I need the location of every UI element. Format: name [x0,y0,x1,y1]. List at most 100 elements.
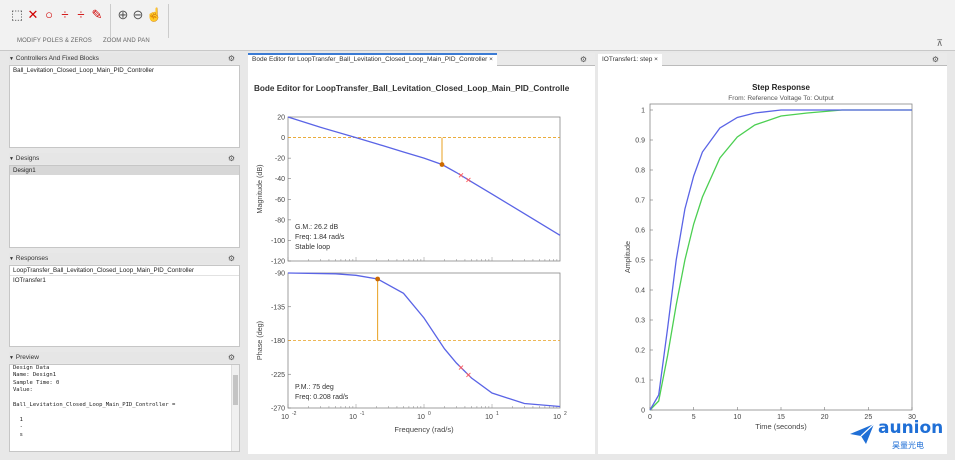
add-pole-icon[interactable]: ÷ [61,7,69,22]
designs-header[interactable]: ▼ Designs ⚙ [9,153,240,164]
bode-plot[interactable]: Bode Editor for LoopTransfer_Ball_Levita… [248,66,595,454]
x-tick-exponent: 1 [496,411,499,417]
list-item[interactable]: Ball_Levitation_Closed_Loop_Main_PID_Con… [13,67,155,74]
bode-axes-box [287,116,561,262]
gear-icon[interactable]: ⚙ [227,54,235,63]
collapse-arrow-icon[interactable]: ▼ [9,256,14,262]
designs-list: Design1 [9,165,240,248]
gear-icon[interactable]: ⚙ [227,154,235,163]
x-tick-label: 30 [908,414,916,421]
x-tick-label: 20 [821,414,829,421]
gear-icon[interactable]: ⚙ [579,55,587,64]
x-tick-label: 10 [553,414,561,421]
eraser-icon[interactable]: ✎ [91,7,103,22]
tab-step-response[interactable]: IOTransfer1: step × [598,54,662,66]
delete-x-icon[interactable]: ✕ [27,7,39,22]
y-tick-label: 0.3 [635,318,645,325]
y-tick-label: -60 [275,197,285,204]
designs-title: Designs [15,155,40,162]
pole-marker [466,177,471,183]
y-tick-label: -90 [275,271,285,278]
toolstrip: ⬚ ✕ ○ ÷ ÷ ✎ ⊕ ⊖ ☝ MODIFY POLES & ZEROS ZOOM AND … [0,0,955,51]
phase-margin-label: P.M.: 75 deg [295,384,334,391]
gain-margin-freq: Freq: 1.84 rad/s [295,234,345,241]
collapse-arrow-icon[interactable]: ▼ [9,355,14,361]
zoom-in-icon[interactable]: ⊕ [117,7,129,22]
list-item[interactable]: Design1 [10,166,239,175]
y-tick-label: 0.6 [635,228,645,235]
margin-marker [375,276,381,282]
y-tick-label: 0.7 [635,198,645,205]
group-label-modify: MODIFY POLES & ZEROS [17,38,92,44]
y-tick-label: -120 [271,259,285,266]
y-tick-label: -40 [275,176,285,183]
tab-bode-editor[interactable]: Bode Editor for LoopTransfer_Ball_Levita… [248,53,497,66]
y-tick-label: -20 [275,156,285,163]
y-tick-label: -225 [271,372,285,379]
stability-label: Stable loop [295,244,330,251]
responses-header[interactable]: ▼ Responses ⚙ [9,253,240,264]
step-plot[interactable]: Step Response From: Reference Voltage To:… [598,66,947,454]
y-tick-label: -180 [271,338,285,345]
add-complex-icon[interactable]: ÷ [77,7,85,22]
preview-scrollbar[interactable] [231,365,239,451]
group-label-zoom: ZOOM AND PAN [103,38,150,44]
step-series-line [649,109,912,411]
controllers-header[interactable]: ▼ Controllers And Fixed Blocks ⚙ [9,53,240,64]
pan-hand-icon[interactable]: ☝ [146,7,163,22]
y-tick-label: 0.2 [635,348,645,355]
controllers-list: Ball_Levitation_Closed_Loop_Main_PID_Con… [9,65,240,148]
step-axes-box [649,103,913,411]
preview-pane: Design Data Name: Design1 Sample Time: 0… [9,364,240,452]
y-tick-label: 1 [641,108,645,115]
select-arrow-icon[interactable]: ⬚ [10,7,24,22]
add-zero-icon[interactable]: ○ [45,7,53,22]
phase-curve [287,272,561,408]
step-title: Step Response [752,83,810,92]
x-tick-exponent: -1 [360,411,365,417]
collapse-toolstrip-icon[interactable]: ⊼ [936,38,943,48]
step-ylabel: Amplitude [623,241,632,273]
step-subtitle: From: Reference Voltage To: Output [728,95,834,102]
toolstrip-divider [168,4,169,38]
close-icon[interactable]: × [489,56,493,63]
preview-title: Preview [15,354,39,361]
collapse-arrow-icon[interactable]: ▼ [9,156,14,162]
y-tick-label: -80 [275,217,285,224]
list-item[interactable]: IOTransfer1 [13,277,46,284]
preview-header[interactable]: ▼ Preview ⚙ [9,352,240,363]
zoom-out-icon[interactable]: ⊖ [132,7,144,22]
step-tab-row: IOTransfer1: step × ⚙ [598,53,947,66]
responses-list: LoopTransfer_Ball_Levitation_Closed_Loop… [9,265,240,347]
pole-marker [466,372,471,378]
gear-icon[interactable]: ⚙ [227,353,235,362]
y-tick-label: 0.4 [635,288,645,295]
y-tick-label: -270 [271,406,285,413]
magnitude-curve [287,116,561,236]
preview-text: Design Data Name: Design1 Sample Time: 0… [13,365,176,438]
x-tick-label: 10 [733,414,741,421]
y-tick-label: 20 [277,115,285,122]
x-tick-label: 25 [864,414,872,421]
x-tick-exponent: -2 [292,411,297,417]
pole-marker [458,365,464,370]
step-response-pane: Step Response From: Reference Voltage To:… [598,66,947,454]
paper-plane-icon [850,423,875,444]
gear-icon[interactable]: ⚙ [931,55,939,64]
y-tick-label: 0.1 [635,378,645,385]
x-tick-exponent: 0 [428,411,431,417]
scrollbar-thumb[interactable] [233,375,238,405]
close-icon[interactable]: × [654,56,658,63]
step-xlabel: Time (seconds) [755,422,807,431]
x-tick-label: 10 [281,414,289,421]
phase-ylabel: Phase (deg) [255,321,264,360]
y-tick-label: 0.9 [635,138,645,145]
collapse-arrow-icon[interactable]: ▼ [9,56,14,62]
pole-marker [458,173,464,178]
controllers-title: Controllers And Fixed Blocks [15,55,99,62]
list-item[interactable]: LoopTransfer_Ball_Levitation_Closed_Loop… [10,266,239,276]
x-tick-label: 15 [777,414,785,421]
gear-icon[interactable]: ⚙ [227,254,235,263]
x-tick-label: 5 [692,414,696,421]
y-tick-label: 0.5 [635,258,645,265]
